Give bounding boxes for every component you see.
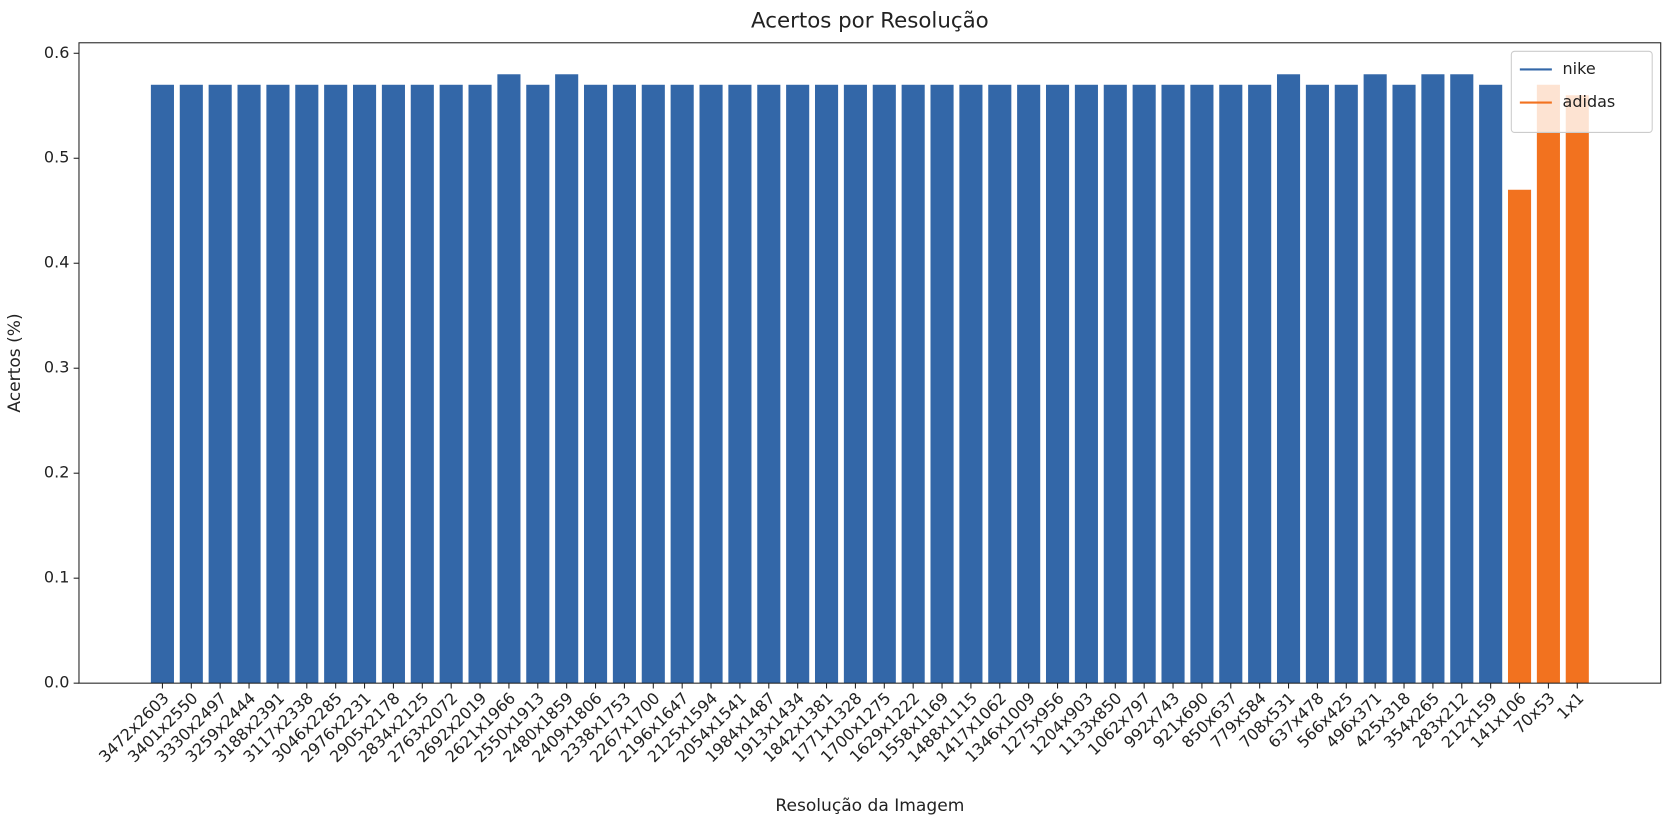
bar [1392, 84, 1416, 684]
bar [1507, 189, 1532, 684]
bar [353, 84, 377, 684]
bar [1565, 95, 1589, 684]
x-axis-label: Resolução da Imagem [775, 796, 964, 816]
bar [930, 84, 954, 684]
bar [1305, 84, 1329, 684]
bar [381, 84, 405, 684]
bar [439, 84, 463, 684]
bar [1045, 84, 1070, 684]
bar [555, 74, 579, 684]
bar [324, 84, 348, 684]
bar [1190, 84, 1214, 684]
y-tick-label: 0.3 [44, 358, 69, 377]
bar [641, 84, 665, 684]
legend-box [1510, 50, 1653, 133]
legend-label: adidas [1563, 92, 1616, 111]
chart-title: Acertos por Resolução [751, 8, 989, 33]
bar [1421, 74, 1445, 684]
y-tick-label: 0.6 [44, 43, 69, 62]
bar [872, 84, 896, 684]
y-tick-label: 0.0 [44, 673, 69, 692]
bar [728, 84, 752, 684]
y-tick-label: 0.5 [44, 148, 69, 167]
bar [1074, 84, 1098, 684]
bar [901, 84, 925, 684]
legend-label: nike [1563, 59, 1596, 78]
bar [295, 84, 319, 684]
bar [1363, 74, 1387, 684]
bar [1219, 84, 1243, 684]
bar [959, 84, 983, 684]
bar [1017, 84, 1041, 684]
bar [410, 84, 434, 684]
bar [1450, 74, 1474, 684]
bar [1103, 84, 1127, 684]
bar [1536, 84, 1560, 684]
bar [843, 84, 867, 684]
bar [612, 84, 636, 684]
bar [988, 84, 1012, 684]
bar [757, 84, 781, 684]
y-tick-label: 0.4 [44, 253, 69, 272]
y-tick-label: 0.2 [44, 463, 69, 482]
bar [786, 84, 810, 684]
y-tick-label: 0.1 [44, 568, 69, 587]
bar [468, 84, 492, 684]
bar [179, 84, 203, 684]
bar [670, 84, 694, 684]
bar [699, 84, 723, 684]
bar [1479, 84, 1503, 684]
x-tick-label: 1x1 [1553, 689, 1588, 724]
bar [583, 84, 608, 684]
bar [497, 74, 521, 684]
bar [1248, 84, 1272, 684]
bar [150, 84, 174, 684]
bar [208, 84, 232, 684]
bar [266, 84, 290, 684]
bar [1132, 84, 1156, 684]
bar [814, 84, 839, 684]
y-axis-label: Acertos (%) [5, 313, 25, 412]
bar [1276, 74, 1301, 684]
bar [237, 84, 261, 684]
bar [526, 84, 550, 684]
bar [1161, 84, 1185, 684]
bar [1334, 84, 1358, 684]
plot-frame [78, 42, 1662, 684]
